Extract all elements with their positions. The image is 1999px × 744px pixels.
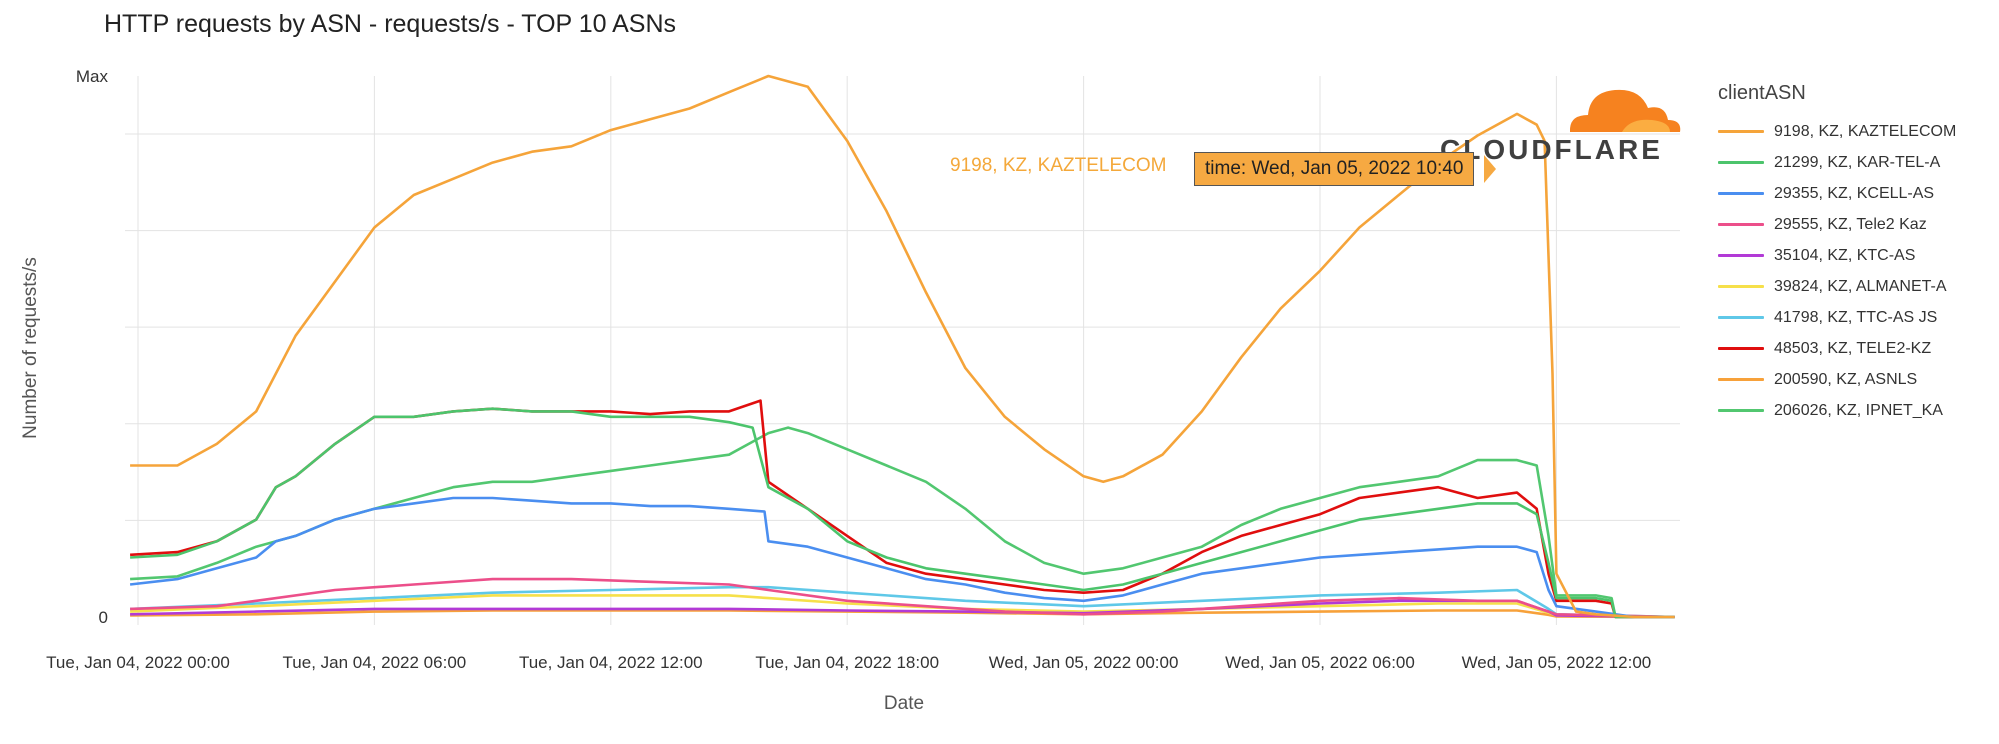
series-line[interactable] — [130, 74, 1675, 619]
legend-label: 200590, KZ, ASNLS — [1774, 370, 1918, 388]
x-tick-label: Tue, Jan 04, 2022 12:00 — [519, 653, 703, 672]
legend-swatch — [1718, 316, 1764, 319]
series-line[interactable] — [130, 426, 1675, 619]
x-axis-label: Date — [884, 693, 924, 714]
legend-swatch — [1718, 409, 1764, 412]
cloud-icon — [1570, 89, 1681, 132]
legend-item[interactable]: 9198, KZ, KAZTELECOM — [1718, 116, 1956, 147]
series-line[interactable] — [130, 585, 1675, 619]
legend-label: 206026, KZ, IPNET_KA — [1774, 401, 1943, 419]
legend-swatch — [1718, 223, 1764, 226]
legend-label: 35104, KZ, KTC-AS — [1774, 246, 1916, 264]
x-tick-label: Wed, Jan 05, 2022 06:00 — [1225, 653, 1415, 672]
legend-swatch — [1718, 192, 1764, 195]
legend-swatch — [1718, 285, 1764, 288]
legend-swatch — [1718, 130, 1764, 133]
series-line[interactable] — [130, 407, 1675, 619]
legend-item[interactable]: 21299, KZ, KAR-TEL-A — [1718, 147, 1956, 178]
legend-label: 9198, KZ, KAZTELECOM — [1774, 122, 1957, 140]
x-tick-label: Wed, Jan 05, 2022 00:00 — [989, 653, 1179, 672]
legend-item[interactable]: 29355, KZ, KCELL-AS — [1718, 178, 1956, 209]
legend: 9198, KZ, KAZTELECOM 21299, KZ, KAR-TEL-A… — [1718, 116, 1956, 426]
cloudflare-logo: CLOUDFLARE — [1440, 80, 1681, 165]
x-tick-label: Tue, Jan 04, 2022 00:00 — [46, 653, 230, 672]
legend-item[interactable]: 41798, KZ, TTC-AS JS — [1718, 302, 1956, 333]
legend-item[interactable]: 206026, KZ, IPNET_KA — [1718, 395, 1956, 426]
series-line[interactable] — [130, 577, 1675, 619]
x-tick-label: Tue, Jan 04, 2022 18:00 — [755, 653, 939, 672]
legend-label: 41798, KZ, TTC-AS JS — [1774, 308, 1938, 326]
x-tick-label: Wed, Jan 05, 2022 12:00 — [1462, 653, 1652, 672]
legend-title: clientASN — [1718, 82, 1806, 104]
legend-label: 29555, KZ, Tele2 Kaz — [1774, 215, 1927, 233]
legend-item[interactable]: 29555, KZ, Tele2 Kaz — [1718, 209, 1956, 240]
chart-title: HTTP requests by ASN - requests/s - TOP … — [104, 10, 676, 38]
legend-item[interactable]: 48503, KZ, TELE2-KZ — [1718, 333, 1956, 364]
legend-label: 29355, KZ, KCELL-AS — [1774, 184, 1935, 202]
legend-label: 39824, KZ, ALMANET-A — [1774, 277, 1947, 295]
series-line[interactable] — [129, 496, 1675, 619]
legend-swatch — [1718, 378, 1764, 381]
legend-label: 21299, KZ, KAR-TEL-A — [1774, 153, 1941, 171]
legend-item[interactable]: 200590, KZ, ASNLS — [1718, 364, 1956, 395]
legend-item[interactable]: 39824, KZ, ALMANET-A — [1718, 271, 1956, 302]
y-axis-label: Number of requests/s — [20, 257, 41, 439]
cloudflare-logo-text: CLOUDFLARE — [1440, 134, 1663, 165]
tooltip-time: time: Wed, Jan 05, 2022 10:40 — [1194, 152, 1475, 186]
legend-swatch — [1718, 161, 1764, 164]
y-tick-label: Max — [76, 67, 109, 86]
y-tick-label: 0 — [99, 608, 108, 627]
legend-swatch — [1718, 254, 1764, 257]
x-tick-label: Tue, Jan 04, 2022 06:00 — [283, 653, 467, 672]
tooltip-series-label: 9198, KZ, KAZTELECOM — [950, 155, 1167, 176]
legend-item[interactable]: 35104, KZ, KTC-AS — [1718, 240, 1956, 271]
legend-swatch — [1718, 347, 1764, 350]
legend-label: 48503, KZ, TELE2-KZ — [1774, 339, 1932, 357]
tooltip-arrow — [1484, 155, 1496, 183]
